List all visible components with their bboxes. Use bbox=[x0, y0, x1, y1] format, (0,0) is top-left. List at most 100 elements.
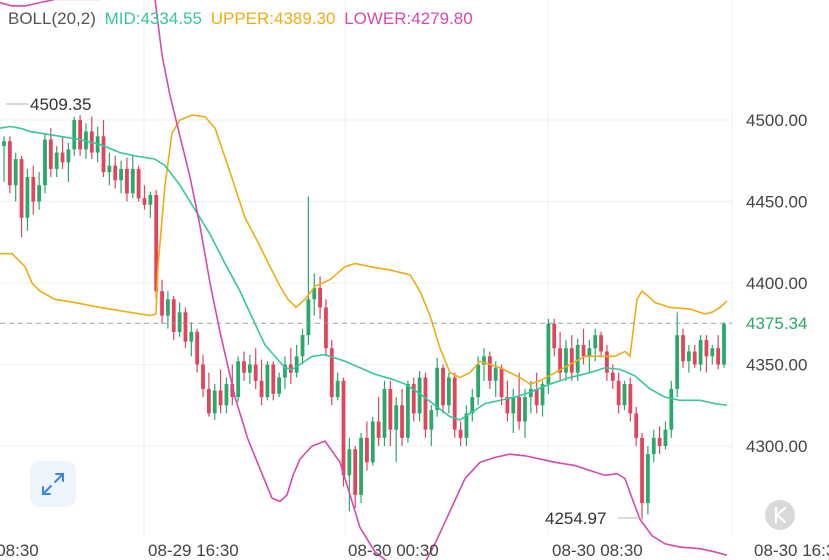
y-tick-label: 4350.00 bbox=[746, 356, 807, 375]
candle-body bbox=[242, 361, 246, 373]
candle-body bbox=[101, 136, 106, 173]
candle-body bbox=[493, 367, 498, 381]
lower-band-line bbox=[0, 0, 728, 560]
candle-body bbox=[441, 367, 445, 406]
candle-body bbox=[283, 364, 287, 378]
collapse-k-icon bbox=[774, 506, 787, 524]
candle-body bbox=[183, 312, 188, 342]
candle-body bbox=[148, 194, 153, 205]
candle-body bbox=[119, 168, 123, 181]
candle-body bbox=[517, 397, 522, 422]
candle-body bbox=[552, 323, 557, 349]
candle-body bbox=[458, 429, 463, 438]
candle-body bbox=[634, 413, 639, 438]
candle-body bbox=[435, 367, 440, 411]
candle-body bbox=[593, 335, 598, 349]
candle-body bbox=[470, 397, 475, 414]
candle-body bbox=[277, 377, 282, 394]
candle-body bbox=[113, 165, 118, 181]
candle-body bbox=[587, 348, 592, 357]
candle-body bbox=[628, 384, 633, 414]
candle-body bbox=[581, 344, 586, 357]
candle-body bbox=[558, 348, 562, 373]
y-tick-label: 4500.00 bbox=[746, 111, 807, 130]
candle-body bbox=[212, 390, 217, 414]
candle-body bbox=[716, 348, 721, 365]
candle-body bbox=[160, 291, 164, 316]
candle-body bbox=[610, 372, 615, 381]
y-tick-label: 4450.00 bbox=[746, 193, 807, 212]
candle-body bbox=[189, 331, 194, 342]
legend-indicator-name: BOLL(20,2) bbox=[8, 9, 96, 28]
candle-body bbox=[353, 449, 358, 495]
candle-body bbox=[698, 340, 703, 365]
candle-body bbox=[236, 361, 241, 398]
candle-body bbox=[230, 384, 235, 398]
candle-body bbox=[417, 377, 422, 414]
candle-body bbox=[318, 287, 322, 308]
candle-body bbox=[370, 421, 375, 463]
candle-body bbox=[546, 323, 551, 385]
candle-body bbox=[224, 384, 229, 406]
candle-body bbox=[423, 377, 428, 430]
boll-legend: BOLL(20,2) MID:4334.55 UPPER:4389.30 LOW… bbox=[8, 9, 477, 29]
candle-body bbox=[511, 397, 516, 414]
candle-body bbox=[599, 335, 603, 352]
candle-body bbox=[265, 364, 270, 398]
candle-body bbox=[365, 437, 369, 463]
candle-body bbox=[476, 364, 481, 398]
x-axis: 08-29 08:30 08-29 16:30 08-30 00:30 08-30 0… bbox=[0, 541, 829, 560]
collapse-panel-button[interactable] bbox=[765, 500, 795, 530]
candle-body bbox=[505, 397, 510, 414]
expand-chart-button[interactable] bbox=[30, 461, 76, 507]
low-marker-label: 4254.97 bbox=[545, 509, 606, 528]
candle-body bbox=[394, 405, 399, 430]
candle-body bbox=[136, 168, 141, 199]
candle-body bbox=[31, 177, 36, 202]
candle-body bbox=[306, 299, 311, 336]
candle-body bbox=[487, 356, 492, 381]
candle-body bbox=[171, 299, 176, 332]
candle-body bbox=[616, 380, 621, 406]
candle-body bbox=[446, 377, 451, 406]
candle-body bbox=[400, 405, 404, 438]
candle-body bbox=[523, 397, 527, 422]
candle-body bbox=[651, 437, 656, 455]
candles bbox=[2, 115, 726, 520]
candle-body bbox=[271, 364, 276, 394]
candle-body bbox=[177, 312, 182, 332]
candle-body bbox=[2, 141, 6, 147]
candle-body bbox=[294, 356, 299, 373]
low-marker: 4254.97 bbox=[545, 509, 640, 528]
candle-body bbox=[341, 380, 346, 476]
candle-body bbox=[429, 410, 434, 430]
candle-body bbox=[710, 348, 715, 357]
candle-body bbox=[19, 159, 24, 218]
candle-body bbox=[125, 168, 129, 194]
candle-body bbox=[329, 348, 334, 398]
candle-body bbox=[130, 168, 135, 194]
legend-lower: LOWER:4279.80 bbox=[344, 9, 473, 28]
candle-body bbox=[166, 299, 170, 316]
candle-body bbox=[575, 344, 580, 373]
candle-body bbox=[663, 429, 668, 446]
last-price-box bbox=[732, 310, 829, 337]
candle-body bbox=[324, 307, 328, 349]
candle-body bbox=[499, 367, 504, 398]
x-tick-label: 08-30 16:30 bbox=[754, 541, 829, 560]
candle-body bbox=[646, 454, 650, 504]
candle-body bbox=[25, 177, 30, 218]
candle-body bbox=[7, 141, 12, 186]
candle-body bbox=[54, 152, 59, 169]
legend-upper: UPPER:4389.30 bbox=[210, 9, 336, 28]
candle-body bbox=[107, 165, 112, 173]
candle-body bbox=[335, 380, 340, 398]
candle-body bbox=[686, 351, 691, 362]
x-tick-label: 08-30 08:30 bbox=[552, 541, 643, 560]
expand-arrows-icon bbox=[42, 473, 64, 495]
candle-body bbox=[564, 348, 568, 373]
candle-body bbox=[534, 388, 539, 406]
candle-body bbox=[253, 364, 258, 381]
x-tick-label: 08-29 16:30 bbox=[148, 541, 239, 560]
